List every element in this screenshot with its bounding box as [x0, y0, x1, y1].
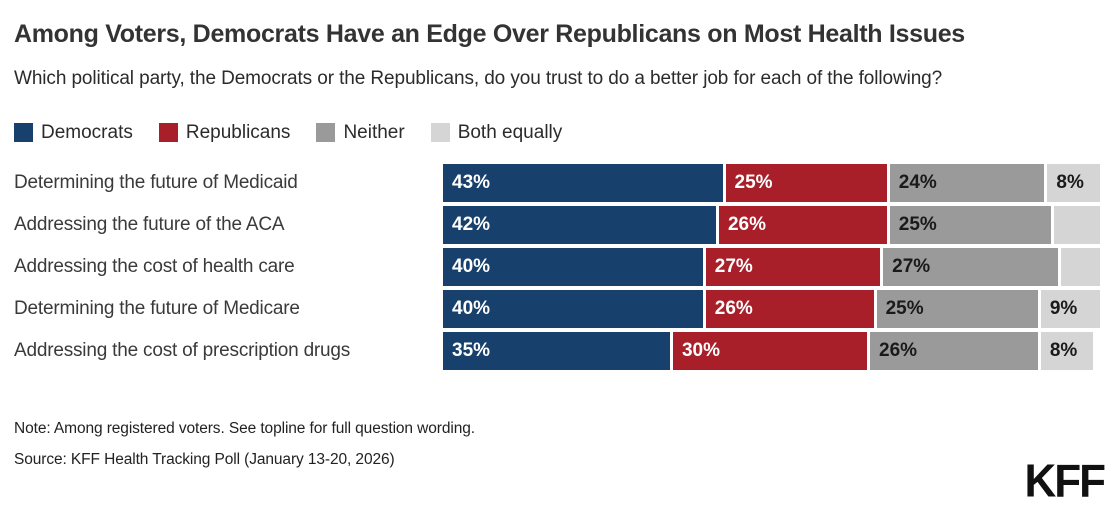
bar-segment-neither: 27%	[883, 247, 1061, 286]
bar-value-label: 26%	[879, 339, 918, 361]
row-label: Determining the future of Medicaid	[14, 171, 298, 193]
bar-segment-both-equally: 8%	[1047, 163, 1100, 202]
chart-row: Addressing the cost of health care 40% 27%…	[14, 247, 1100, 286]
page-title: Among Voters, Democrats Have an Edge Ove…	[14, 20, 965, 48]
legend-label: Neither	[343, 121, 405, 143]
bar-segment-democrats: 35%	[443, 331, 673, 370]
bar-segment-neither: 25%	[889, 205, 1054, 244]
chart-row: Determining the future of Medicare 40% 26%…	[14, 289, 1100, 328]
row-label: Addressing the future of the ACA	[14, 213, 285, 235]
bar-segment-democrats: 40%	[443, 247, 706, 286]
bar-value-label: 25%	[734, 171, 773, 193]
bar-value-label: 25%	[898, 213, 937, 235]
legend-item-democrats: Democrats	[14, 122, 133, 144]
footer: Note: Among registered voters. See topli…	[14, 420, 1100, 469]
row-bars: 43% 25% 24% 8%	[443, 163, 1100, 202]
bar-value-label: 26%	[727, 213, 766, 235]
page: Among Voters, Democrats Have an Edge Ove…	[14, 20, 1100, 469]
bar-segment-republicans: 26%	[718, 205, 890, 244]
legend-label: Republicans	[185, 121, 291, 143]
bar-value-label: 40%	[452, 297, 491, 319]
bar-value-label: 8%	[1049, 339, 1078, 361]
legend-swatch-republicans	[158, 123, 178, 142]
legend-item-neither: Neither	[316, 121, 405, 144]
bar-value-label: 43%	[452, 171, 491, 193]
bar-segment-both-equally	[1054, 205, 1100, 244]
note-text: Note: Among registered voters. See topli…	[14, 419, 475, 437]
legend-label: Democrats	[41, 121, 133, 143]
bar-segment-neither: 26%	[870, 331, 1041, 370]
bar-value-label: 8%	[1056, 171, 1084, 193]
chart: Determining the future of Medicaid 43% 25%…	[14, 163, 1100, 370]
chart-row: Determining the future of Medicaid 43% 25%…	[14, 163, 1100, 202]
row-label: Addressing the cost of prescription drug…	[14, 339, 351, 361]
bar-segment-both-equally: 9%	[1040, 289, 1100, 328]
legend-swatch-both-equally	[430, 123, 450, 142]
row-bars: 40% 27% 27%	[443, 247, 1100, 286]
legend-swatch-democrats	[14, 123, 33, 142]
bar-value-label: 35%	[452, 339, 491, 361]
chart-row: Addressing the cost of prescription drug…	[14, 331, 1100, 370]
bar-value-label: 30%	[681, 339, 720, 361]
bar-segment-democrats: 43%	[443, 163, 726, 202]
legend-item-republicans: Republicans	[158, 121, 291, 144]
bar-segment-neither: 24%	[889, 163, 1048, 202]
bar-segment-republicans: 27%	[705, 247, 884, 286]
legend-label: Both equally	[457, 121, 563, 143]
kff-logo: KFF	[1024, 455, 1106, 508]
row-bars: 35% 30% 26% 8%	[443, 331, 1100, 370]
bar-value-label: 24%	[898, 171, 937, 193]
bar-value-label: 26%	[714, 297, 753, 319]
bar-segment-neither: 25%	[876, 289, 1041, 328]
bar-segment-both-equally	[1060, 247, 1100, 286]
chart-subtitle: Which political party, the Democrats or …	[14, 68, 943, 89]
bar-value-label: 9%	[1049, 297, 1078, 319]
source-text: Source: KFF Health Tracking Poll (Januar…	[14, 450, 395, 468]
bar-value-label: 27%	[892, 255, 931, 277]
row-bars: 42% 26% 25%	[443, 205, 1100, 244]
row-bars: 40% 26% 25% 9%	[443, 289, 1100, 328]
bar-segment-democrats: 40%	[443, 289, 706, 328]
bar-segment-democrats: 42%	[443, 205, 719, 244]
row-label: Determining the future of Medicare	[14, 297, 300, 319]
legend-item-both-equally: Both equally	[430, 121, 563, 144]
bar-value-label: 25%	[885, 297, 924, 319]
bar-value-label: 40%	[452, 255, 491, 277]
chart-row: Addressing the future of the ACA 42% 26% 25…	[14, 205, 1100, 244]
bar-segment-both-equally: 8%	[1040, 331, 1094, 370]
legend-swatch-neither	[316, 123, 336, 142]
bar-segment-republicans: 25%	[725, 163, 890, 202]
row-label: Addressing the cost of health care	[14, 255, 295, 277]
bar-segment-republicans: 30%	[672, 331, 871, 370]
bar-value-label: 42%	[452, 213, 491, 235]
bar-segment-republicans: 26%	[705, 289, 877, 328]
legend: Democrats Republicans Neither Both equally	[14, 122, 1100, 144]
bar-value-label: 27%	[714, 255, 753, 277]
